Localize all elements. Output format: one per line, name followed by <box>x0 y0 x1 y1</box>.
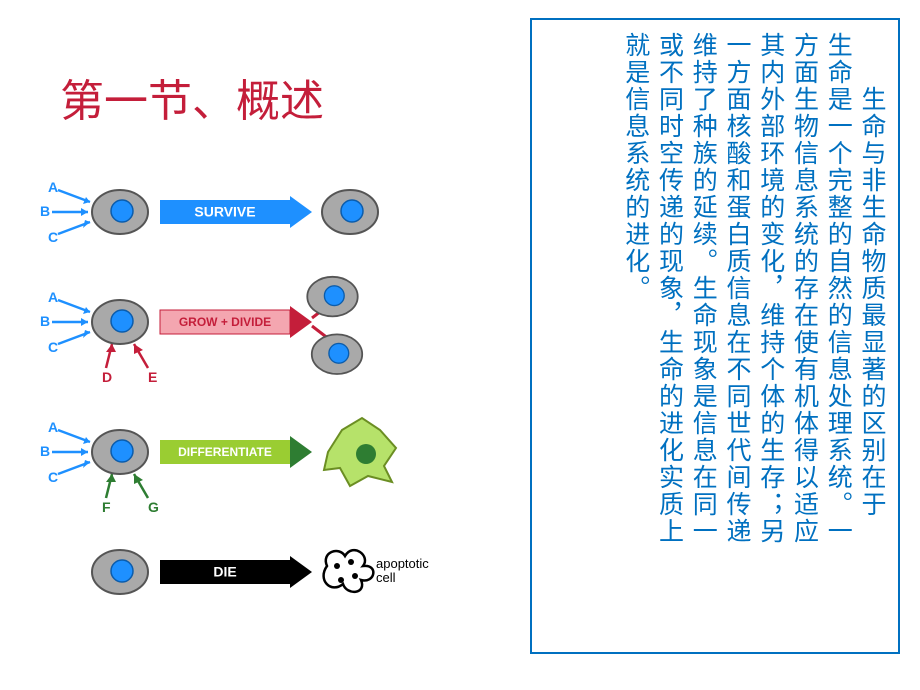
svg-text:A: A <box>48 289 58 305</box>
text-line-2: 方面生物信息系统的存在使有机体得以适应 <box>787 32 821 640</box>
differentiated-cell <box>324 418 396 486</box>
text-line-7: 就是信息系统的进化。 <box>618 32 652 640</box>
label-die: DIE <box>213 564 236 580</box>
label-survive: SURVIVE <box>194 204 255 220</box>
text-line-4: 一方面核酸和蛋白质信息在不同世代间传递 <box>719 32 753 640</box>
label-differentiate: DIFFERENTIATE <box>178 445 272 459</box>
text-line-6: 或不同时空传递的现象，生命的进化实质上 <box>652 32 686 640</box>
svg-text:C: C <box>48 469 58 485</box>
text-line-3: 其内外部环境的变化，维持个体的生存；另 <box>753 32 787 640</box>
text-line-5: 维持了种族的延续。生命现象是信息在同一 <box>686 32 720 640</box>
text-line-1: 生命是一个完整的自然的信息处理系统。一 <box>821 32 855 640</box>
apoptotic-label-2: cell <box>376 570 396 585</box>
signal-a: A <box>48 179 58 195</box>
signal-g: G <box>148 499 159 515</box>
svg-text:B: B <box>40 443 50 459</box>
signal-b: B <box>40 203 50 219</box>
signal-f: F <box>102 499 111 515</box>
svg-text:C: C <box>48 339 58 355</box>
apoptotic-cell <box>324 550 374 592</box>
signal-c: C <box>48 229 58 245</box>
cell-fate-diagram: A B C SURVIVE A B C D E GROW + DIV <box>40 170 440 660</box>
section-heading: 第一节、概述 <box>60 65 324 129</box>
signal-d: D <box>102 369 112 385</box>
text-line-0: 生命与非生命物质最显著的区别在于 <box>854 32 888 640</box>
apoptotic-label-1: apoptotic <box>376 556 429 571</box>
svg-text:A: A <box>48 419 58 435</box>
signal-e: E <box>148 369 157 385</box>
svg-text:B: B <box>40 313 50 329</box>
description-box: 生命与非生命物质最显著的区别在于 生命是一个完整的自然的信息处理系统。一 方面生… <box>530 18 900 654</box>
label-grow-divide: GROW + DIVIDE <box>179 315 271 329</box>
